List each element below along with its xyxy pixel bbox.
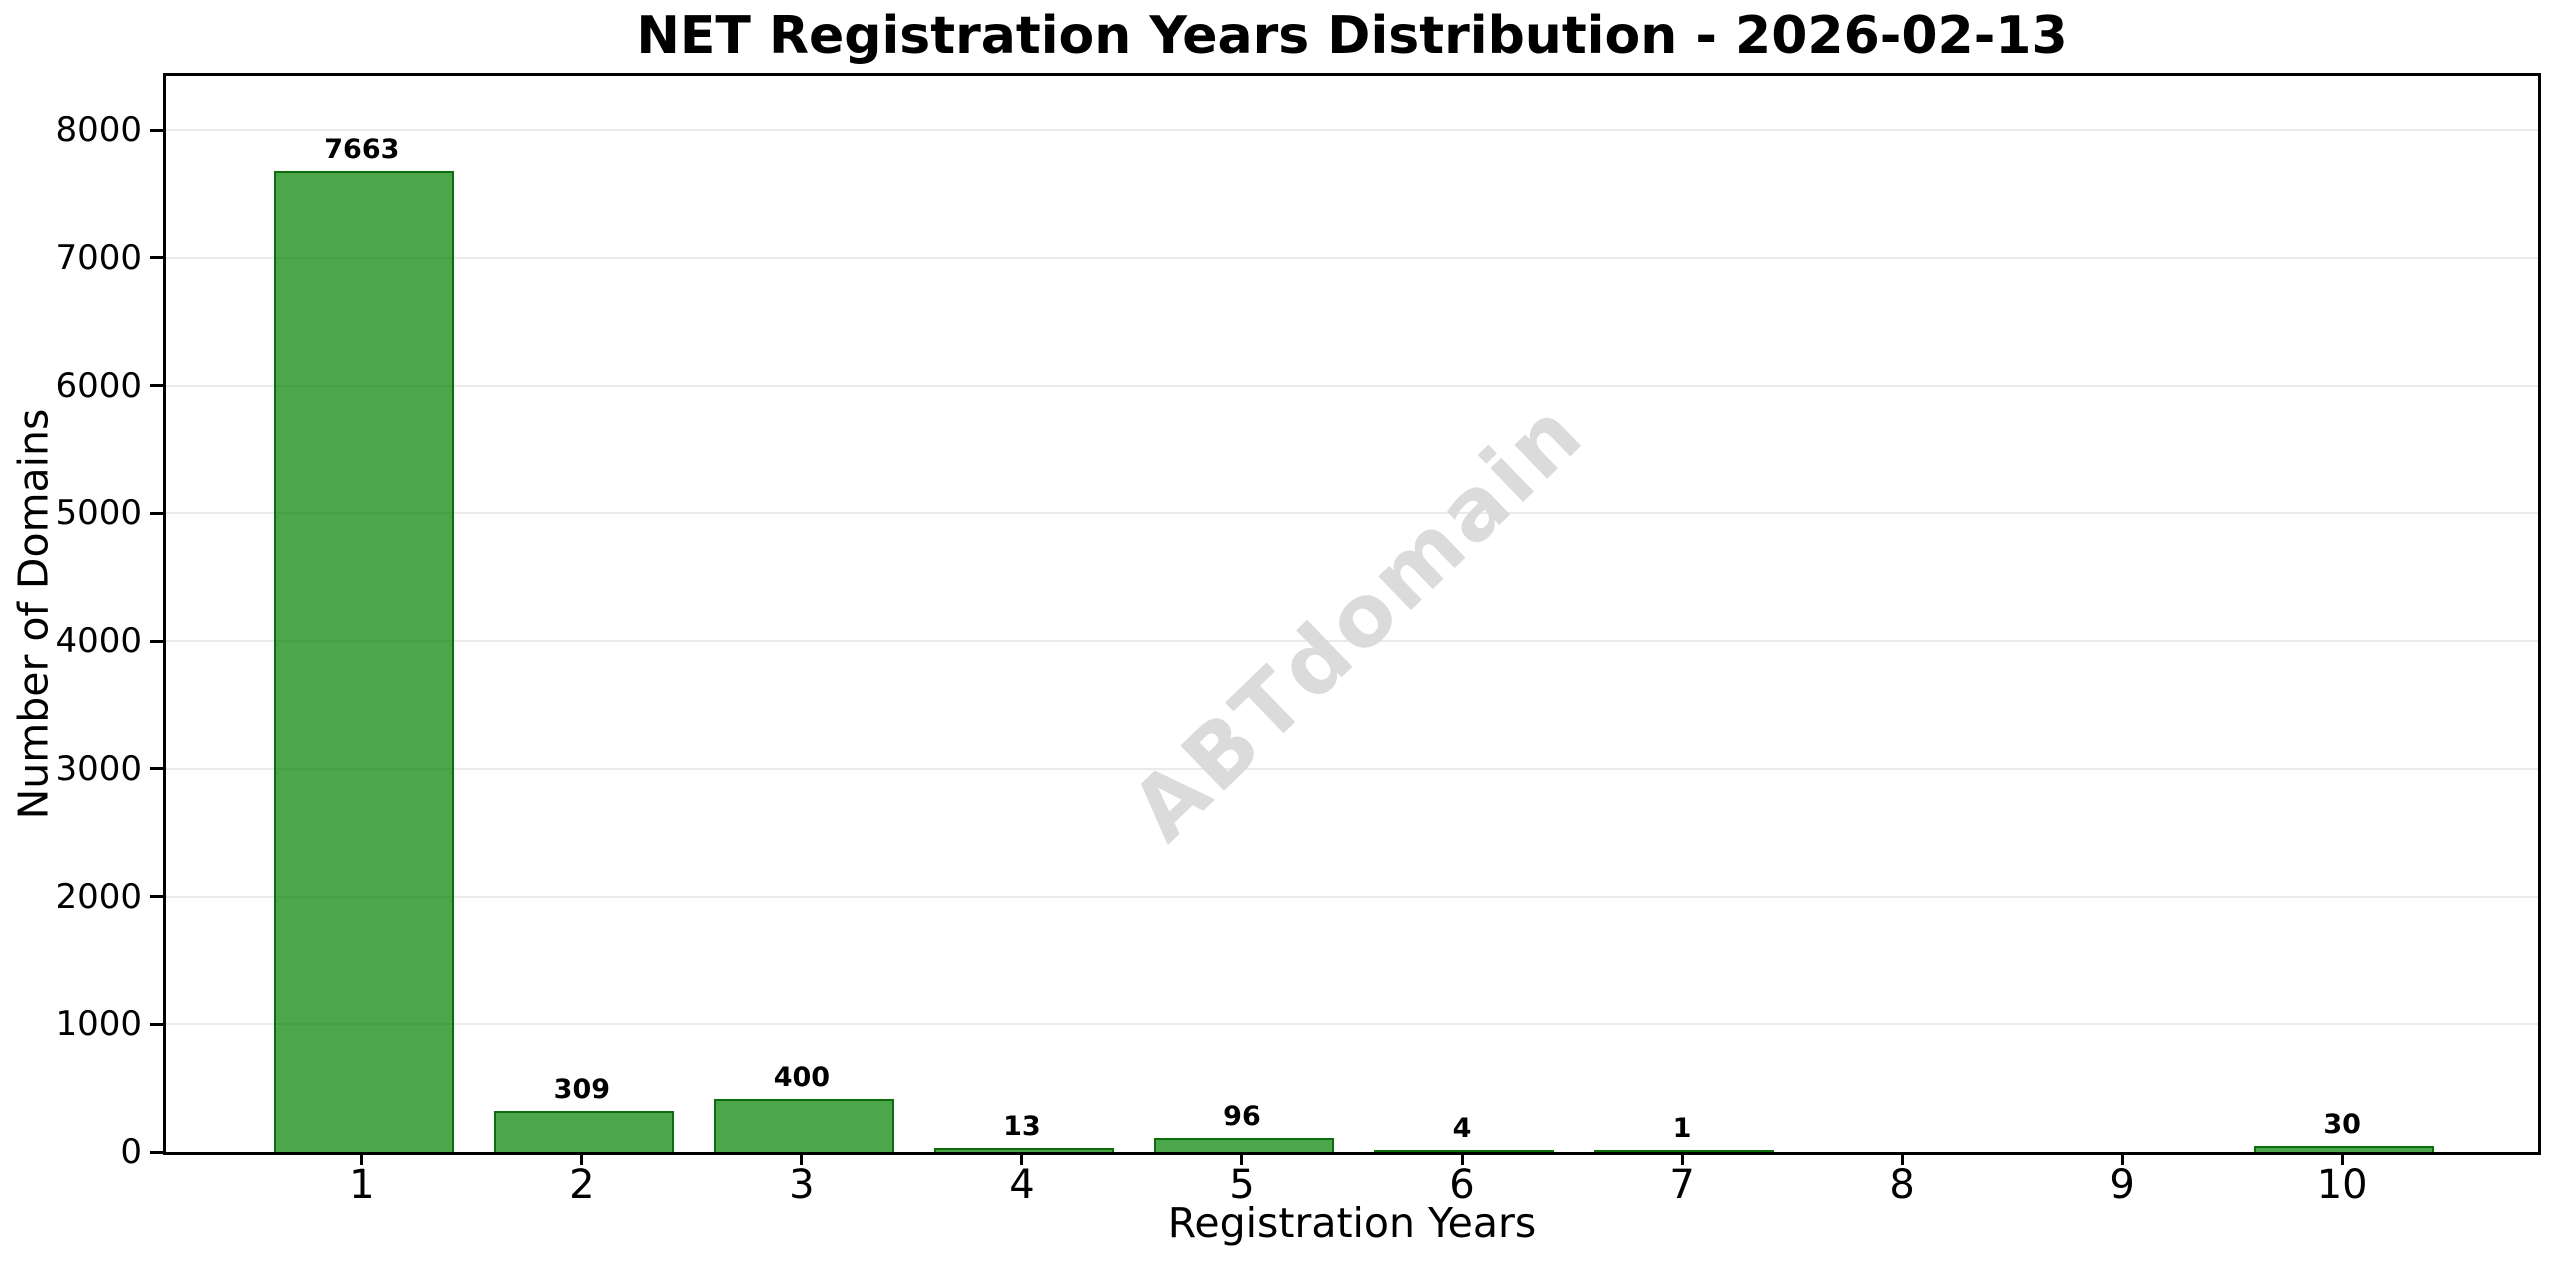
bar <box>1153 1137 1334 1152</box>
x-tick-label: 5 <box>1229 1162 1255 1208</box>
y-tick-mark <box>150 384 163 388</box>
x-axis-label: Registration Years <box>1167 1199 1537 1247</box>
y-tick-mark <box>150 511 163 515</box>
bar <box>493 1110 674 1152</box>
x-tick-label: 1 <box>349 1162 375 1208</box>
bar-value-label: 309 <box>553 1073 611 1105</box>
y-tick-label: 6000 <box>55 365 142 406</box>
y-tick-mark <box>150 1022 163 1026</box>
y-tick-label: 2000 <box>55 876 142 917</box>
x-tick-mark <box>1020 1152 1024 1165</box>
x-tick-mark <box>1460 1152 1464 1165</box>
gridline <box>166 895 2538 898</box>
y-tick-label: 0 <box>120 1132 142 1172</box>
gridline <box>166 384 2538 387</box>
plot-area: ABTdomain 7663 309 400 13 96 4 1 30 <box>163 73 2541 1155</box>
bar <box>2254 1146 2435 1152</box>
y-tick-label: 7000 <box>55 237 142 278</box>
x-tick-mark <box>1240 1152 1244 1165</box>
x-tick-mark <box>2340 1152 2344 1165</box>
bar-value-label: 7663 <box>324 134 400 166</box>
watermark: ABTdomain <box>1112 381 1604 861</box>
bar-value-label: 30 <box>2323 1109 2361 1141</box>
bar-value-label: 1 <box>1672 1112 1692 1144</box>
y-tick-label: 1000 <box>55 1004 142 1045</box>
y-tick-label: 3000 <box>55 748 142 789</box>
x-tick-label: 10 <box>2316 1162 2368 1208</box>
gridline <box>166 512 2538 515</box>
gridline <box>166 640 2538 643</box>
x-tick-label: 4 <box>1009 1162 1035 1208</box>
bar-value-label: 400 <box>773 1061 831 1093</box>
gridline <box>166 767 2538 770</box>
bar-value-label: 13 <box>1003 1111 1041 1143</box>
x-tick-label: 8 <box>1889 1162 1915 1208</box>
gridline <box>166 129 2538 132</box>
y-tick-label: 4000 <box>55 621 142 662</box>
x-tick-label: 9 <box>2109 1162 2135 1208</box>
x-tick-mark <box>1900 1152 1904 1165</box>
bar <box>1594 1149 1775 1152</box>
bar <box>713 1098 894 1152</box>
y-tick-mark <box>150 639 163 643</box>
x-tick-mark <box>800 1152 804 1165</box>
y-tick-mark <box>150 1150 163 1154</box>
bar-value-label: 96 <box>1223 1100 1261 1132</box>
y-tick-mark <box>150 895 163 899</box>
x-tick-mark <box>1680 1152 1684 1165</box>
y-tick-label: 8000 <box>55 110 142 151</box>
x-tick-label: 2 <box>569 1162 595 1208</box>
x-tick-label: 3 <box>789 1162 815 1208</box>
gridline <box>166 256 2538 259</box>
bar <box>273 171 454 1152</box>
chart-title: NET Registration Years Distribution - 20… <box>636 6 2068 66</box>
x-tick-label: 6 <box>1449 1162 1475 1208</box>
y-tick-mark <box>150 128 163 132</box>
y-tick-label: 5000 <box>55 493 142 534</box>
bar-value-label: 4 <box>1452 1112 1472 1144</box>
gridline <box>166 1023 2538 1026</box>
y-tick-mark <box>150 767 163 771</box>
x-tick-mark <box>2120 1152 2124 1165</box>
x-tick-mark <box>360 1152 364 1165</box>
x-tick-label: 7 <box>1669 1162 1695 1208</box>
x-tick-mark <box>580 1152 584 1165</box>
bar <box>1374 1149 1555 1152</box>
bar <box>933 1148 1114 1152</box>
y-tick-mark <box>150 256 163 260</box>
